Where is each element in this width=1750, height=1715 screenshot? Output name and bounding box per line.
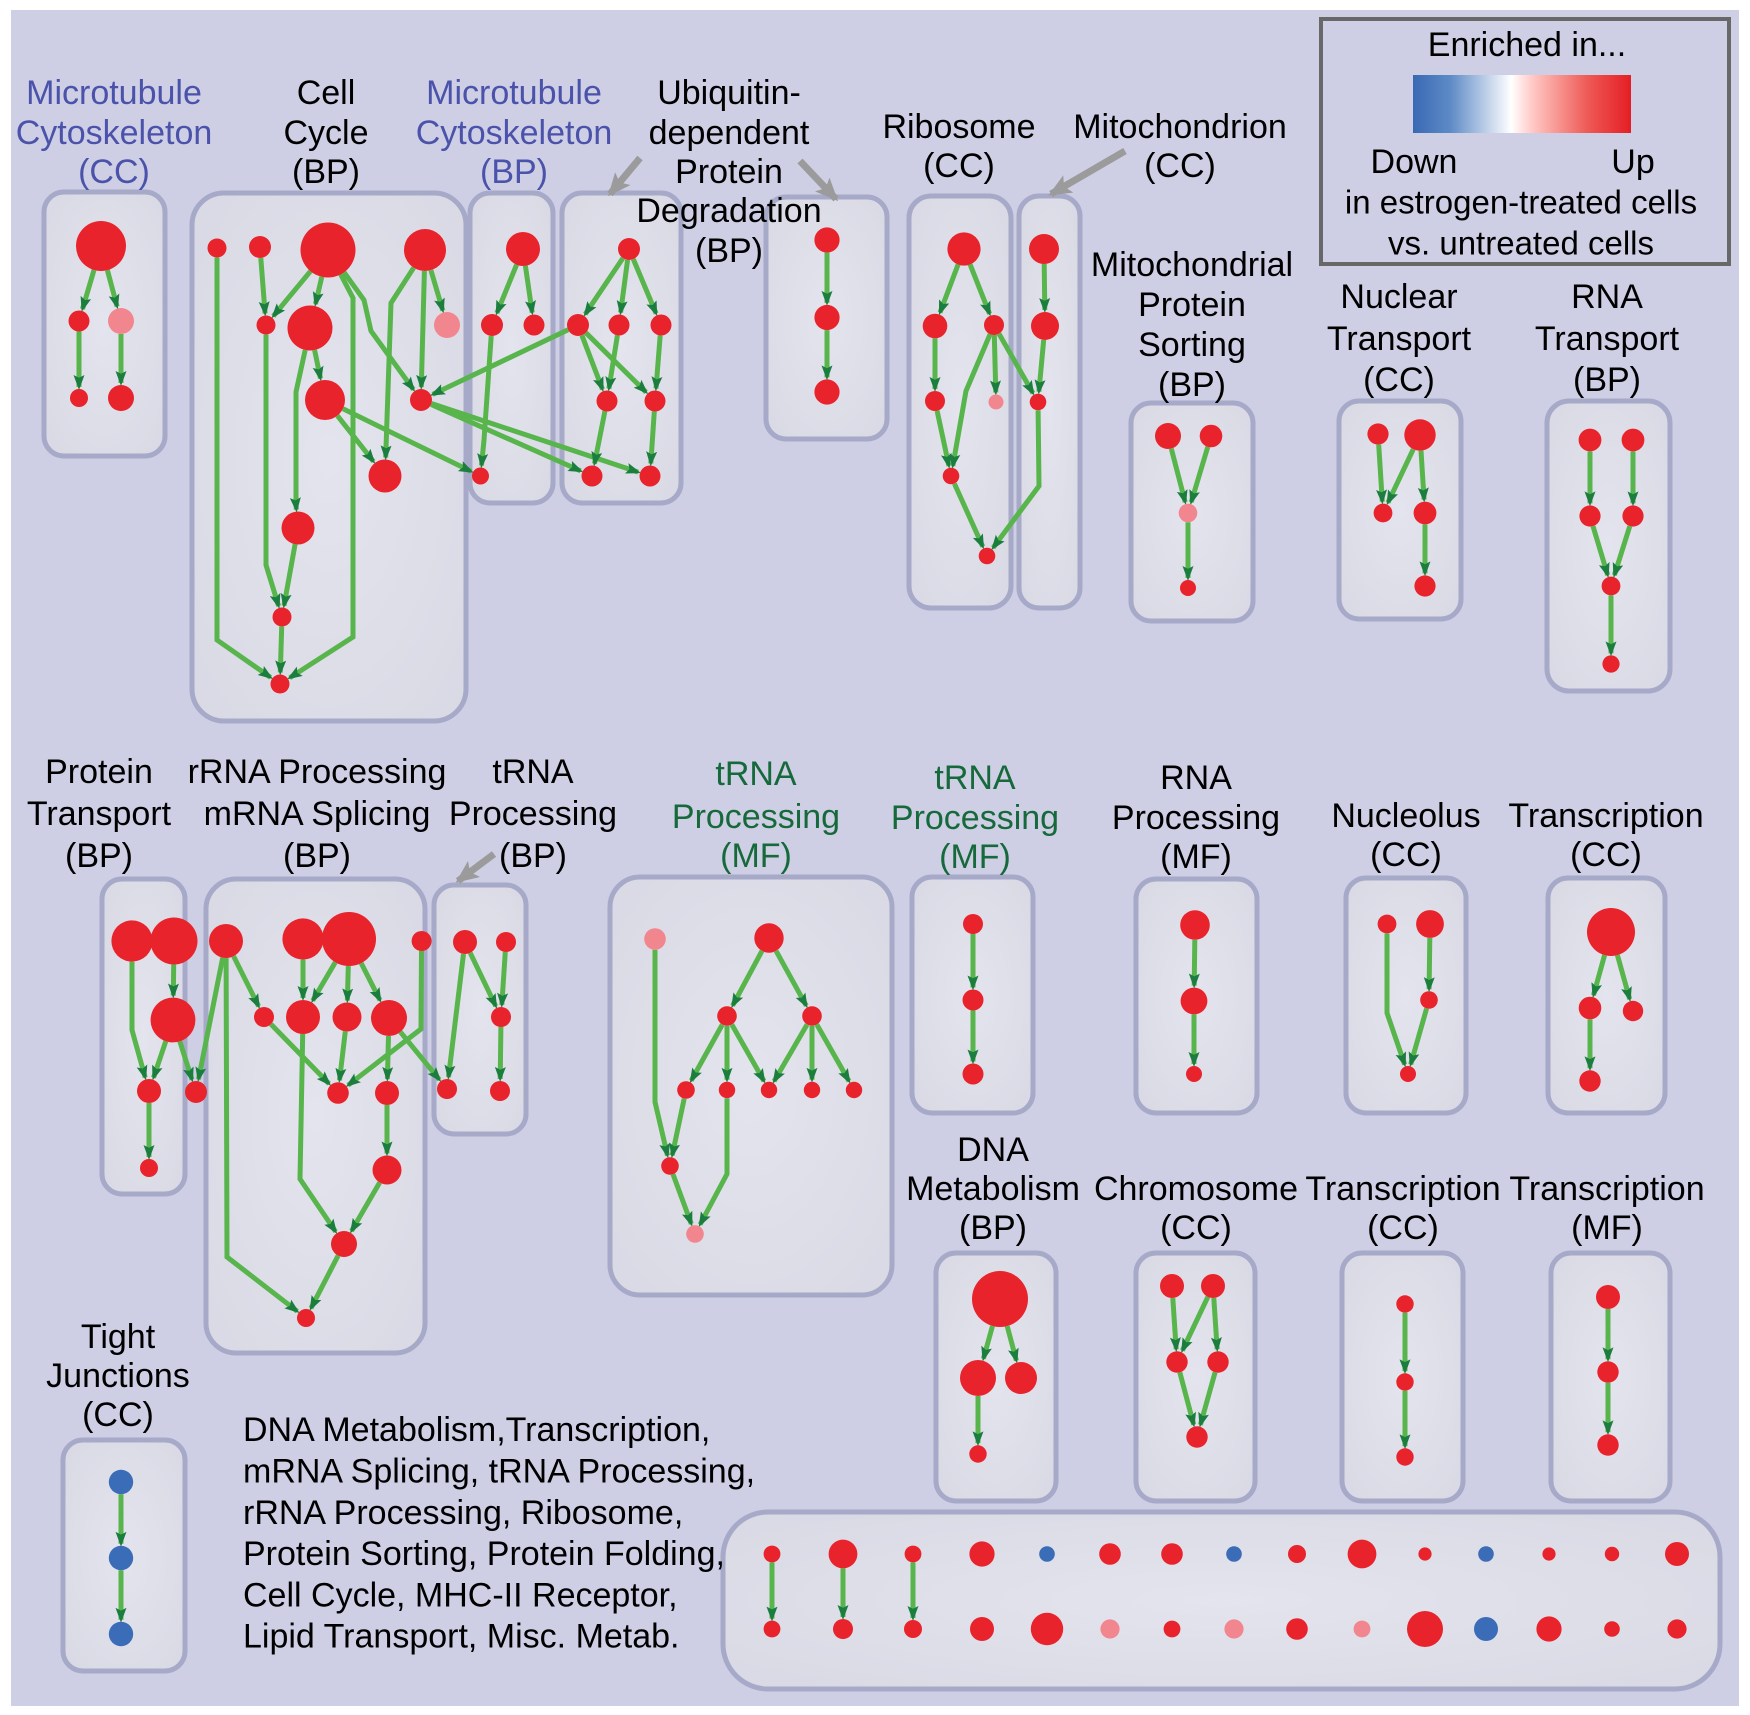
svg-text:(BP): (BP): [499, 837, 567, 875]
svg-text:Lipid Transport, Misc. Metab.: Lipid Transport, Misc. Metab.: [243, 1618, 680, 1656]
svg-text:Sorting: Sorting: [1138, 326, 1246, 364]
svg-text:(CC): (CC): [923, 147, 995, 185]
svg-text:Protein Sorting, Protein Foldi: Protein Sorting, Protein Folding,: [243, 1535, 725, 1573]
svg-text:(BP): (BP): [959, 1209, 1027, 1247]
svg-text:(CC): (CC): [1363, 361, 1435, 399]
svg-text:Ribosome: Ribosome: [882, 108, 1035, 146]
svg-text:Transcription: Transcription: [1305, 1170, 1500, 1208]
svg-text:tRNA: tRNA: [715, 755, 797, 793]
svg-text:DNA Metabolism,Transcription,: DNA Metabolism,Transcription,: [243, 1411, 710, 1449]
svg-text:Enriched in...: Enriched in...: [1428, 26, 1626, 64]
svg-text:Processing: Processing: [672, 798, 840, 836]
svg-text:(BP): (BP): [292, 153, 360, 191]
svg-text:(CC): (CC): [1160, 1209, 1232, 1247]
svg-text:(CC): (CC): [1144, 147, 1216, 185]
svg-text:mRNA Splicing, tRNA Processing: mRNA Splicing, tRNA Processing,: [243, 1453, 755, 1491]
svg-text:dependent: dependent: [649, 114, 810, 152]
svg-text:(MF): (MF): [1160, 838, 1232, 876]
svg-text:Degradation: Degradation: [636, 192, 821, 230]
svg-text:DNA: DNA: [957, 1131, 1029, 1169]
svg-text:mRNA Splicing: mRNA Splicing: [204, 795, 431, 833]
svg-text:Chromosome: Chromosome: [1094, 1170, 1298, 1208]
svg-text:Processing: Processing: [891, 799, 1059, 837]
svg-text:(CC): (CC): [1370, 836, 1442, 874]
svg-text:Down: Down: [1371, 143, 1458, 181]
svg-text:Cytoskeleton: Cytoskeleton: [16, 114, 213, 152]
svg-text:rRNA Processing, Ribosome,: rRNA Processing, Ribosome,: [243, 1494, 683, 1532]
svg-text:RNA: RNA: [1571, 278, 1643, 316]
svg-text:Cycle: Cycle: [283, 114, 368, 152]
svg-text:Microtubule: Microtubule: [426, 74, 602, 112]
svg-text:tRNA: tRNA: [934, 759, 1016, 797]
svg-text:Mitochondrial: Mitochondrial: [1091, 246, 1293, 284]
svg-text:Ubiquitin-: Ubiquitin-: [657, 74, 801, 112]
svg-text:Transcription: Transcription: [1508, 797, 1703, 835]
svg-text:(MF): (MF): [939, 838, 1011, 876]
svg-text:Transcription: Transcription: [1509, 1170, 1704, 1208]
svg-text:Cytoskeleton: Cytoskeleton: [416, 114, 613, 152]
svg-text:Tight: Tight: [81, 1318, 156, 1356]
svg-text:Protein: Protein: [1138, 286, 1246, 324]
svg-text:Up: Up: [1611, 143, 1654, 181]
svg-text:(BP): (BP): [1573, 361, 1641, 399]
svg-text:RNA: RNA: [1160, 759, 1232, 797]
svg-text:in estrogen-treated cells: in estrogen-treated cells: [1345, 184, 1697, 221]
svg-text:(BP): (BP): [65, 837, 133, 875]
svg-text:vs. untreated cells: vs. untreated cells: [1388, 225, 1654, 262]
svg-text:Processing: Processing: [1112, 799, 1280, 837]
svg-text:rRNA Processing: rRNA Processing: [188, 753, 447, 791]
svg-text:(BP): (BP): [1158, 366, 1226, 404]
svg-text:(MF): (MF): [1571, 1209, 1643, 1247]
svg-text:Junctions: Junctions: [46, 1357, 190, 1395]
svg-text:Transport: Transport: [1535, 320, 1680, 358]
svg-text:(CC): (CC): [78, 153, 150, 191]
svg-text:Mitochondrion: Mitochondrion: [1073, 108, 1287, 146]
svg-text:Protein: Protein: [675, 153, 783, 191]
svg-text:(BP): (BP): [480, 153, 548, 191]
svg-text:Cell: Cell: [297, 74, 356, 112]
svg-text:(BP): (BP): [283, 837, 351, 875]
svg-text:(CC): (CC): [1570, 836, 1642, 874]
svg-text:Processing: Processing: [449, 795, 617, 833]
svg-text:(BP): (BP): [695, 232, 763, 270]
svg-text:tRNA: tRNA: [492, 753, 574, 791]
svg-text:(CC): (CC): [1367, 1209, 1439, 1247]
svg-text:Nucleolus: Nucleolus: [1331, 797, 1480, 835]
svg-text:Protein: Protein: [45, 753, 153, 791]
svg-text:Microtubule: Microtubule: [26, 74, 202, 112]
svg-text:Transport: Transport: [27, 795, 172, 833]
svg-text:(CC): (CC): [82, 1396, 154, 1434]
svg-text:(MF): (MF): [720, 837, 792, 875]
svg-text:Metabolism: Metabolism: [906, 1170, 1080, 1208]
svg-text:Transport: Transport: [1327, 320, 1472, 358]
svg-text:Nuclear: Nuclear: [1340, 278, 1457, 316]
svg-text:Cell Cycle, MHC-II Receptor,: Cell Cycle, MHC-II Receptor,: [243, 1576, 678, 1614]
